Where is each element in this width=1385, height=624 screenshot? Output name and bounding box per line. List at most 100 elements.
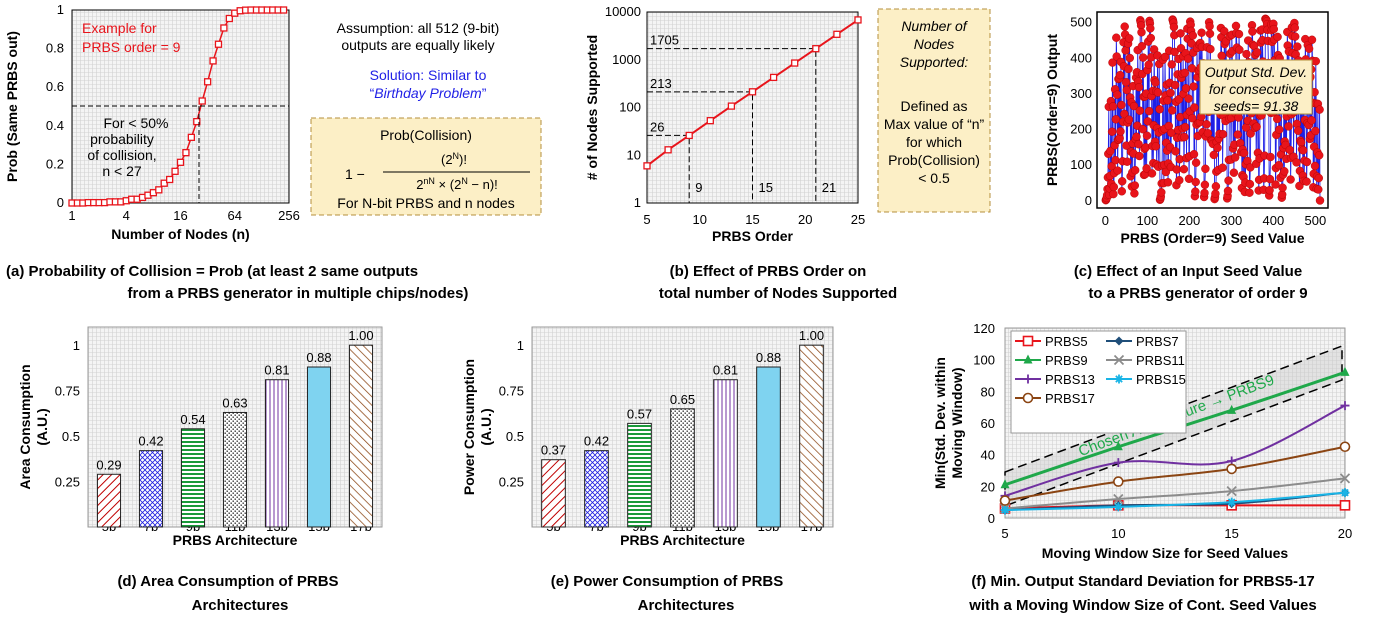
panel-f: 5 10 15 20 0 20 40 60 80 100 120 Moving Window Size… [932,321,1352,561]
y-tick-label: 0.75 [55,384,80,399]
probability-point [182,149,190,157]
seed-output-point [1155,105,1164,114]
guide-x-label: 15 [759,180,773,195]
seed-output-point [1217,51,1226,60]
caption-d-1: (d) Area Consumption of PRBS [117,573,338,590]
y-tick-label: 0 [988,511,995,526]
seed-output-point [1180,132,1189,142]
birthday-notes: Assumption: all 512 (9-bit) outputs are … [310,20,542,216]
seed-output-point [1167,106,1177,115]
seed-output-point [1230,153,1240,162]
bar-value-label: 1.00 [799,328,824,343]
seed-output-point [1129,101,1139,111]
seed-output-point [1180,68,1190,78]
y-tick-label: 10 [627,147,641,162]
seed-output-point [1137,42,1147,51]
seed-output-point [1211,182,1221,191]
seed-output-point [1266,152,1275,162]
assumption-line1: Assumption: all 512 (9-bit) [337,20,500,36]
seed-output-point [1307,116,1316,125]
seed-output-point [1115,70,1125,80]
region-note-a-2: probability [90,131,154,147]
seed-output-point [1167,60,1177,69]
probability-point [203,78,212,86]
marker-square [1022,335,1034,347]
seed-output-point [1209,150,1219,160]
std-dev-line3: seeds= 91.38 [1214,98,1299,114]
bar-value-label: 0.65 [670,392,695,407]
seed-output-point [1197,28,1206,37]
region-note-a-4: n < 27 [102,163,142,179]
seed-output-point [1200,188,1209,198]
region-note-a-1: For < 50% [104,115,169,131]
series-a [68,6,288,207]
y-axis-label: Prob (Same PRBS out) [4,31,20,182]
line-prbs11 [1004,477,1346,510]
y-tick-label: 0.5 [62,429,80,444]
marker-x [1226,485,1237,497]
caption-b-1: (b) Effect of PRBS Order on [670,263,867,280]
seed-output-point [1143,117,1153,126]
y-tick-label: 0.5 [506,429,524,444]
caption-b-2: total number of Nodes Supported [659,285,897,302]
marker-star [1227,497,1237,507]
marker-triangle [1113,441,1123,451]
y-tick-label: 10000 [605,4,641,19]
seed-output-point [1315,105,1324,114]
seed-output-point [1265,174,1275,184]
seed-output-point [1231,21,1241,31]
guide-x-label: 21 [822,180,836,195]
seed-output-point [1174,95,1184,104]
bar-value-label: 0.63 [222,395,247,410]
seed-output-point [1302,157,1312,167]
seed-output-point [1213,143,1222,153]
marker-square [1339,500,1351,511]
marker-circle [1339,441,1351,453]
y-tick-label: 1 [517,338,524,353]
std-dev-box [1199,59,1313,115]
seed-output-point [1180,122,1190,132]
seed-output-point [1307,35,1317,44]
seed-output-point [1125,53,1135,63]
guide-y-label: 1705 [650,33,679,48]
seed-output-point [1175,175,1184,185]
seed-output-point [1109,182,1119,192]
solution-line1: Solution: Similar to [370,67,487,83]
marker-diamond [1114,336,1124,346]
marker-plus [1340,401,1350,411]
y-axis-label: # of Nodes Supported [584,35,600,180]
marker-plus [1023,374,1033,384]
y-axis-label: Area Consumption(A.U.) [17,364,50,489]
bars-e: 0.37 0.42 0.57 0.65 0.81 0.88 1.00 [541,328,824,528]
bar-value-label: 1.00 [348,328,373,343]
caption-a-2: from a PRBS generator in multiple chips/… [128,285,469,302]
seed-output-point [1147,169,1157,178]
bar-value-label: 0.42 [138,434,163,449]
captions: (a) Probability of Collision = Prob (at … [6,263,1317,614]
y-tick-label: 0.8 [46,41,64,56]
y-tick-label: 0.2 [46,156,64,171]
seed-output-point [1142,131,1152,140]
definition-box [877,8,991,213]
legend-box [1010,330,1187,434]
x-tick-label: 5 [643,212,650,227]
seed-output-point [1135,151,1144,161]
seed-output-point [1304,44,1314,53]
legend-f: PRBS5 PRBS7 PRBS9 PRBS11 PRBS13 PRBS15 PRBS17 [1010,330,1187,434]
x-tick-label: 500 [1305,213,1327,228]
seed-output-point [1205,29,1215,38]
axes-f: 5 10 15 20 0 20 40 60 80 100 120 Moving Window Size… [932,321,1352,561]
seed-output-point [1122,157,1132,166]
bar-7b [138,450,164,528]
seed-output-point [1172,165,1182,174]
seed-output-point [1130,165,1140,175]
seed-output-point [1170,47,1179,57]
x-axis-label: PRBS Architecture [620,532,745,548]
line-prbs13 [1004,404,1346,497]
marker-circle [999,495,1011,506]
marker-star [1000,505,1010,515]
seed-output-point [1117,187,1127,196]
y-axis-label: PRBS(Order=9) Output [1044,34,1060,186]
seed-output-point [1292,119,1302,129]
seed-output-point [1274,160,1284,170]
